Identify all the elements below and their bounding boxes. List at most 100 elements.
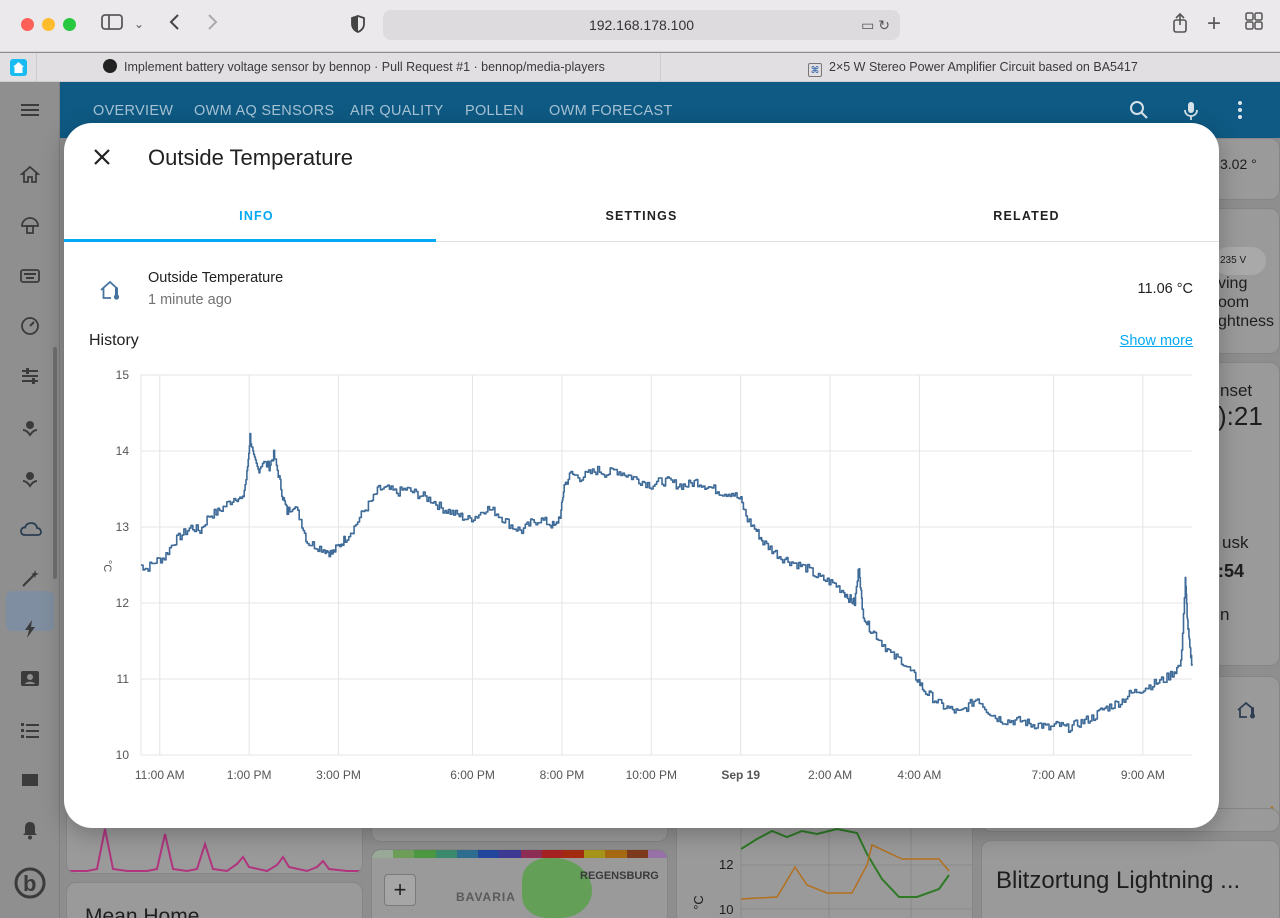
view-tab-owm-aq-sensors[interactable]: OWM AQ SENSORS <box>194 103 335 119</box>
browser-tab-strip: Implement battery voltage sensor by benn… <box>0 53 1280 82</box>
y-axis-label: °C <box>101 560 113 572</box>
bg-snippet: Mean Home <box>85 905 200 918</box>
new-tab-icon[interactable]: + <box>1207 10 1222 37</box>
cloud-icon[interactable] <box>19 518 42 540</box>
lightning-icon[interactable] <box>19 618 41 640</box>
bg-snippet: usk <box>1222 533 1249 552</box>
share-icon[interactable] <box>1171 12 1189 40</box>
view-tab-owm-forecast[interactable]: OWM FORECAST <box>549 103 673 119</box>
show-more-link[interactable]: Show more <box>1119 333 1193 349</box>
tab-title: 2×5 W Stereo Power Amplifier Circuit bas… <box>829 60 1138 74</box>
home-thermometer-icon <box>99 278 123 302</box>
forward-icon[interactable] <box>205 12 219 38</box>
bg-snippet: :54 <box>1218 561 1245 581</box>
flower-icon[interactable] <box>19 416 41 438</box>
entity-state: 11.06 °C <box>1137 281 1193 297</box>
chart-grid <box>140 374 1192 756</box>
list-icon[interactable] <box>19 719 41 741</box>
svg-text:b: b <box>23 871 36 896</box>
store-icon[interactable] <box>19 768 41 790</box>
minimize-window-button[interactable] <box>42 18 55 31</box>
browser-tab-amplifier[interactable]: ⌘ 2×5 W Stereo Power Amplifier Circuit ba… <box>662 53 1280 82</box>
x-tick-label: 1:00 PM <box>227 768 272 782</box>
x-tick-label: 2:00 AM <box>808 768 852 782</box>
bell-icon[interactable] <box>19 819 41 841</box>
bg-axis-unit: °C <box>690 895 706 910</box>
microphone-icon[interactable] <box>1181 100 1201 128</box>
tab-settings[interactable]: SETTINGS <box>605 209 678 223</box>
map-label-regensburg: REGENSBURG <box>580 870 659 882</box>
x-tick-label: 3:00 PM <box>316 768 361 782</box>
view-tab-overview[interactable]: OVERVIEW <box>93 103 174 119</box>
x-tick-label: Sep 19 <box>721 768 760 782</box>
tab-title: Implement battery voltage sensor by benn… <box>124 60 605 74</box>
reader-reload-icons[interactable]: ▭ ↻ <box>861 17 890 33</box>
view-tab-pollen[interactable]: POLLEN <box>465 103 525 119</box>
x-axis: 11:00 AM 1:00 PM 3:00 PM 6:00 PM 8:00 PM 10:0… <box>135 768 1165 782</box>
bg-card[interactable]: Blitzortung Lightning ... <box>981 840 1280 918</box>
tab-info[interactable]: INFO <box>239 209 274 223</box>
bg-card[interactable]: 235 V ving oom ghtness <box>1209 208 1280 354</box>
bg-snippet: ving <box>1218 275 1248 292</box>
tab-related[interactable]: RELATED <box>993 209 1060 223</box>
gauge-icon[interactable] <box>19 315 41 337</box>
bg-snippet: ghtness <box>1218 313 1275 330</box>
y-tick-label: 10 <box>116 748 130 762</box>
zoom-window-button[interactable] <box>63 18 76 31</box>
more-info-dialog: Outside Temperature INFO SETTINGS RELATE… <box>64 123 1219 828</box>
x-tick-label: 10:00 PM <box>626 768 677 782</box>
close-icon[interactable] <box>90 145 114 169</box>
bg-axis-tick: 10 <box>719 902 734 917</box>
chevron-down-icon[interactable]: ⌄ <box>134 17 145 31</box>
y-tick-label: 11 <box>117 672 130 686</box>
sidebar-scrollbar[interactable] <box>53 347 57 579</box>
url-text: 192.168.178.100 <box>588 17 695 33</box>
bg-map-card[interactable]: BAVARIA REGENSBURG + <box>371 849 668 918</box>
bg-card[interactable]: 3.02 ° <box>1209 138 1280 200</box>
y-tick-label: 15 <box>116 368 130 382</box>
y-tick-label: 12 <box>116 596 130 610</box>
sidebar-toggle-icon[interactable] <box>100 12 124 38</box>
voltage-chip <box>1214 247 1266 275</box>
thermometer-home-icon <box>1236 699 1258 726</box>
sliders-icon[interactable] <box>19 365 41 387</box>
back-icon[interactable] <box>168 12 182 38</box>
aqi-color-scale <box>372 850 667 858</box>
address-bar[interactable]: 192.168.178.100 ▭ ↻ <box>383 10 900 40</box>
bg-card[interactable]: Mean Home <box>66 882 363 918</box>
temperature-series-line <box>141 432 1193 733</box>
bg-axis-tick: 12 <box>719 857 734 872</box>
home-icon[interactable] <box>19 164 41 186</box>
browser-tab-pull-request[interactable]: Implement battery voltage sensor by benn… <box>36 53 661 82</box>
bg-card[interactable]: nset ):21 usk :54 n <box>1209 362 1280 666</box>
account-box-icon[interactable] <box>19 668 41 690</box>
menu-icon[interactable] <box>19 99 41 121</box>
close-window-button[interactable] <box>21 18 34 31</box>
flower-icon[interactable] <box>19 467 41 489</box>
bg-snippet: 235 V <box>1220 255 1247 266</box>
privacy-shield-icon[interactable] <box>350 14 366 34</box>
history-chart[interactable]: 10 11 12 13 14 15 11:00 AM 1:00 PM 3:00 PM 6:00 … <box>64 123 1219 828</box>
aqi-overlay <box>522 858 592 918</box>
search-icon[interactable] <box>1129 100 1149 126</box>
bg-snippet: ):21 <box>1218 401 1263 431</box>
more-vert-icon[interactable] <box>1236 100 1244 126</box>
keyboard-icon[interactable] <box>19 265 41 287</box>
user-avatar-icon[interactable]: b <box>13 866 47 900</box>
bg-snippet: n <box>1220 605 1230 624</box>
magic-wand-icon[interactable] <box>19 568 41 590</box>
bg-snippet: Blitzortung Lightning ... <box>996 867 1241 894</box>
map-label-bavaria: BAVARIA <box>456 890 516 904</box>
x-tick-label: 7:00 AM <box>1031 768 1075 782</box>
view-tab-air-quality[interactable]: AIR QUALITY <box>350 103 444 119</box>
bg-snippet: nset <box>1220 381 1253 400</box>
ha-sidebar: b <box>0 82 60 918</box>
bg-snippet: 3.02 ° <box>1220 156 1257 172</box>
bg-card[interactable] <box>1209 676 1280 832</box>
active-tab-indicator <box>64 239 436 242</box>
tab-overview-icon[interactable] <box>1245 12 1263 36</box>
x-tick-label: 6:00 PM <box>450 768 495 782</box>
home-assistant-icon[interactable] <box>10 59 27 76</box>
map-zoom-in-button[interactable]: + <box>384 874 416 906</box>
mushroom-icon[interactable] <box>19 215 41 237</box>
